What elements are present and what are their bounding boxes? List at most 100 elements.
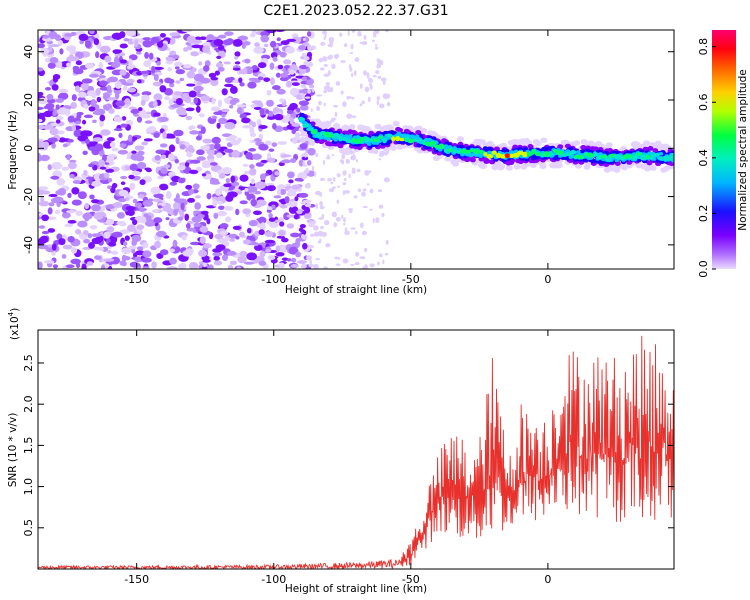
noise-blob (380, 77, 387, 82)
noise-blob (218, 205, 225, 210)
noise-blob (330, 181, 334, 185)
signal-blob (308, 140, 316, 146)
noise-blob (81, 78, 93, 84)
noise-blob (72, 180, 81, 184)
noise-blob (214, 142, 221, 150)
noise-blob (378, 158, 382, 161)
noise-blob (301, 76, 308, 82)
noise-blob (204, 60, 211, 67)
signal-peak (665, 156, 674, 161)
noise-blob (67, 220, 77, 224)
noise-blob (366, 72, 370, 75)
y-tick-label: -20 (22, 188, 35, 206)
noise-blob (177, 263, 185, 269)
noise-blob (376, 96, 380, 101)
noise-blob (38, 97, 48, 105)
noise-blob (313, 263, 319, 269)
noise-blob (106, 97, 118, 101)
noise-blob (328, 36, 335, 43)
noise-blob (205, 34, 215, 42)
noise-blob (67, 235, 75, 243)
noise-blob (272, 85, 281, 91)
noise-blob (272, 56, 278, 62)
noise-blob (128, 245, 137, 250)
noise-blob (121, 116, 127, 121)
noise-blob (251, 100, 263, 104)
noise-blob (185, 222, 191, 229)
noise-blob (355, 230, 358, 235)
noise-blob (168, 153, 175, 161)
noise-blob (185, 107, 195, 112)
noise-blob (66, 154, 71, 161)
noise-blob (158, 183, 169, 191)
signal-peak (345, 139, 354, 144)
spectrogram-x-axis: -150 -100 -50 0 (124, 30, 551, 286)
noise-blob (188, 90, 197, 98)
noise-blob (189, 159, 201, 164)
noise-blob (174, 158, 179, 164)
signal-peak (521, 151, 528, 158)
noise-blob (308, 264, 315, 268)
noise-blob (229, 85, 238, 94)
signal-peak (593, 151, 598, 157)
noise-blob (375, 217, 380, 224)
noise-blob (118, 132, 123, 139)
noise-blob (348, 173, 351, 179)
noise-blob (98, 247, 105, 251)
noise-blob (335, 263, 341, 266)
noise-blob (83, 103, 89, 109)
noise-blob (385, 239, 389, 245)
noise-blob (273, 219, 281, 223)
signal-blob (671, 159, 674, 163)
noise-blob (146, 111, 151, 115)
noise-blob (91, 204, 101, 212)
noise-blob (160, 154, 167, 159)
snr-frame (37, 329, 675, 570)
noise-blob (111, 182, 118, 189)
noise-blob (47, 216, 57, 220)
noise-blob (336, 173, 341, 178)
noise-blob (175, 98, 183, 105)
noise-blob (216, 169, 223, 175)
noise-blob (144, 51, 150, 59)
signal-blob (543, 146, 549, 152)
noise-blob (131, 247, 136, 254)
noise-blob (93, 211, 104, 220)
noise-blob (231, 150, 240, 158)
noise-blob (384, 252, 389, 256)
noise-blob (114, 81, 122, 89)
noise-blob (196, 135, 202, 141)
noise-blob (157, 205, 163, 209)
x-tick-label: -100 (261, 573, 286, 586)
noise-blob (125, 30, 136, 37)
signal-peak (306, 127, 314, 131)
signal-peak (622, 154, 629, 159)
noise-blob (350, 263, 355, 267)
noise-blob (348, 64, 352, 70)
noise-blob (167, 67, 173, 72)
noise-blob (208, 144, 216, 151)
noise-blob (38, 244, 49, 250)
noise-blob (269, 40, 277, 48)
noise-blob (294, 240, 301, 248)
noise-blob (55, 98, 64, 103)
noise-blob (257, 62, 267, 69)
noise-blob (342, 258, 349, 264)
noise-blob (271, 142, 278, 147)
noise-blob (80, 83, 88, 89)
noise-blob (218, 117, 228, 124)
noise-blob (242, 125, 252, 129)
noise-blob (94, 255, 102, 260)
noise-blob (58, 238, 66, 246)
noise-blob (304, 85, 307, 90)
noise-blob (335, 216, 341, 222)
noise-blob (168, 98, 174, 106)
noise-blob (236, 104, 247, 108)
noise-blob (368, 170, 372, 173)
noise-blob (74, 85, 81, 93)
noise-blob (189, 125, 196, 130)
noise-blob (275, 30, 285, 33)
noise-blob (272, 107, 280, 114)
noise-blob (128, 174, 135, 180)
noise-blob (110, 235, 115, 243)
